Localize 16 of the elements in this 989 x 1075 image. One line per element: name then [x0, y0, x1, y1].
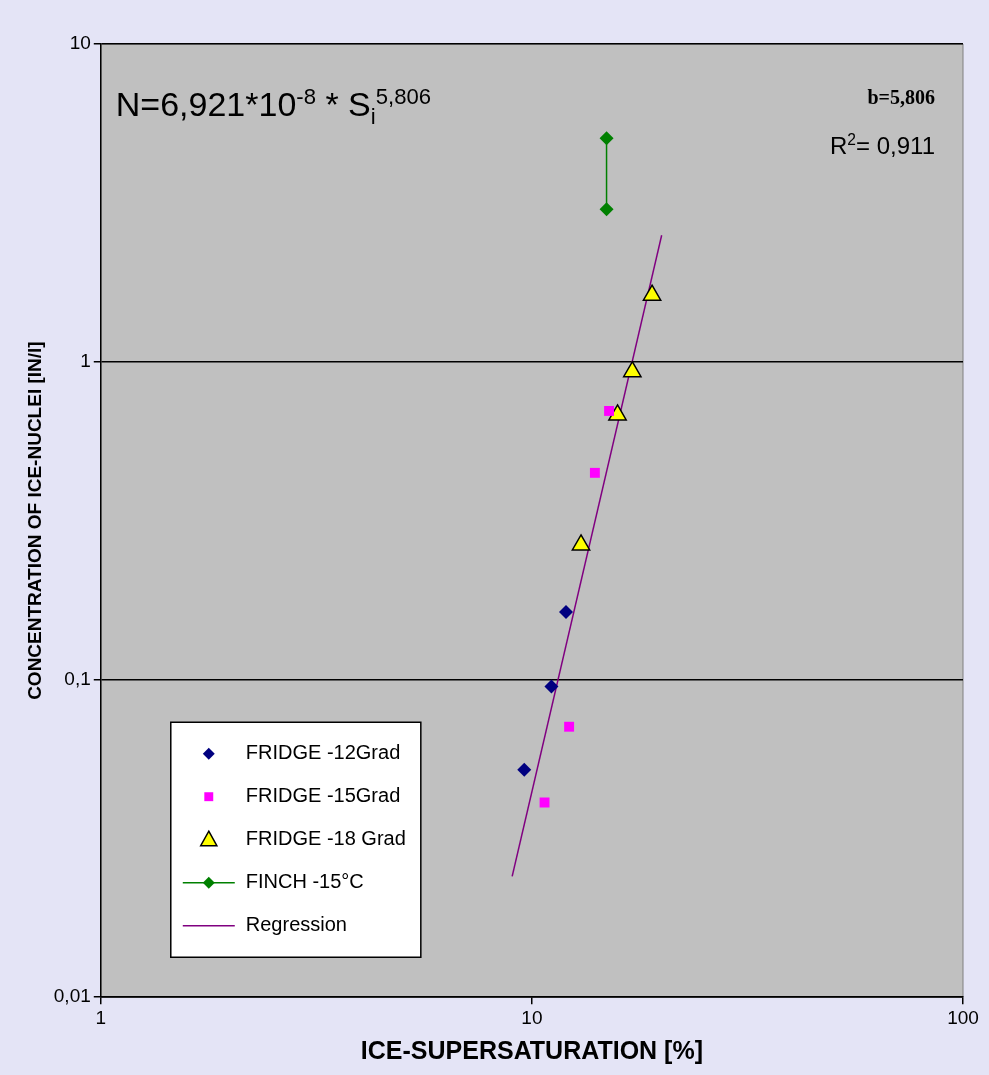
- annotation: b=5,806: [867, 86, 935, 109]
- y-tick-label: 10: [69, 32, 91, 54]
- legend-label: FRIDGE -18 Grad: [245, 827, 406, 850]
- x-axis-title: ICE-SUPERSATURATION [%]: [360, 1035, 703, 1064]
- legend-label: FINCH -15°C: [245, 870, 364, 893]
- x-tick-label: 1: [95, 1006, 107, 1028]
- y-axis-title: CONCENTRATION OF ICE-NUCLEI [IN/l]: [23, 341, 45, 700]
- x-tick-label: 100: [947, 1006, 979, 1028]
- legend-label: FRIDGE -12Grad: [245, 741, 401, 764]
- y-tick-label: 0,01: [53, 985, 91, 1007]
- y-tick-label: 0,1: [64, 667, 91, 689]
- annotation: R$^{2}$= 0,911: [830, 131, 935, 160]
- legend-label: Regression: [245, 913, 347, 936]
- legend-label: FRIDGE -15Grad: [245, 784, 401, 807]
- y-tick-label: 1: [80, 349, 91, 371]
- x-tick-label: 10: [521, 1006, 543, 1028]
